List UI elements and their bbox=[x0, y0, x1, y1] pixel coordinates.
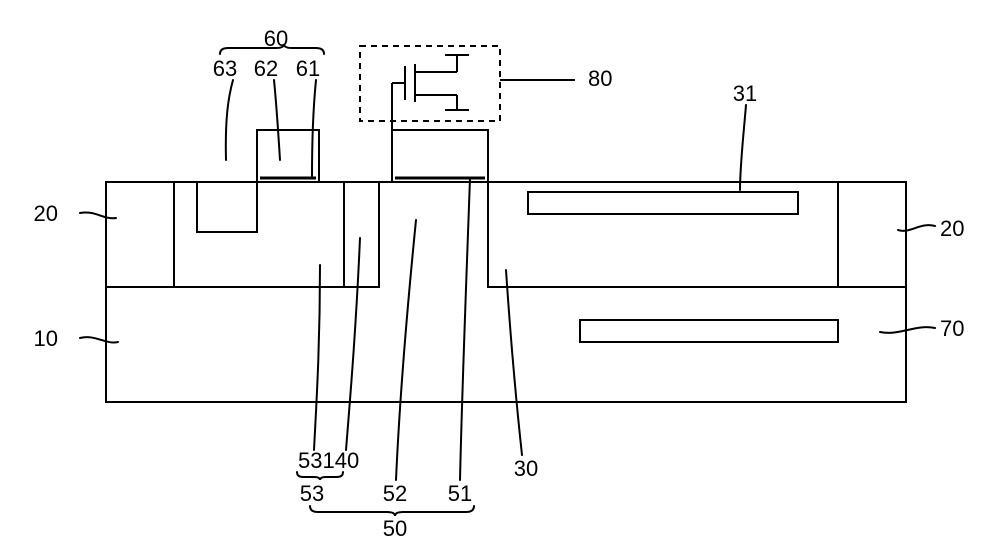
gate-62 bbox=[257, 130, 319, 182]
semiconductor-cross-section-diagram: 60 63 62 61 80 31 20 20 10 70 53140 53 52 51 50 30 bbox=[0, 0, 1000, 551]
leader-61 bbox=[312, 80, 316, 176]
gate-52 bbox=[392, 130, 488, 182]
leader-31 bbox=[740, 105, 746, 190]
leader-51 bbox=[460, 178, 470, 480]
label-62: 62 bbox=[254, 56, 278, 81]
isolation-20-right bbox=[838, 182, 906, 287]
region-140 bbox=[344, 182, 379, 287]
layer-31 bbox=[528, 192, 798, 214]
label-10: 10 bbox=[34, 326, 58, 351]
label-30: 30 bbox=[514, 456, 538, 481]
label-63: 63 bbox=[213, 56, 237, 81]
label-50: 50 bbox=[383, 516, 407, 541]
brace-53 bbox=[297, 472, 343, 480]
region-63 bbox=[197, 182, 257, 232]
leader-62 bbox=[274, 80, 280, 160]
leader-70 bbox=[880, 327, 935, 333]
brace-50 bbox=[310, 506, 474, 516]
leader-20-right bbox=[898, 225, 935, 231]
label-20-right: 20 bbox=[940, 216, 964, 241]
label-53140: 53140 bbox=[298, 448, 359, 473]
leader-20-left bbox=[80, 212, 116, 218]
leader-30 bbox=[506, 270, 522, 455]
label-51: 51 bbox=[448, 481, 472, 506]
label-60: 60 bbox=[264, 26, 288, 51]
leader-10 bbox=[80, 337, 118, 342]
label-20-left: 20 bbox=[34, 201, 58, 226]
leader-140 bbox=[346, 238, 360, 450]
isolation-20-left bbox=[106, 182, 174, 287]
leader-531 bbox=[314, 265, 320, 450]
well-30 bbox=[488, 182, 838, 287]
label-31: 31 bbox=[733, 81, 757, 106]
label-70: 70 bbox=[940, 316, 964, 341]
well-left bbox=[174, 182, 344, 287]
dashed-box-80 bbox=[360, 46, 500, 121]
buried-layer-70 bbox=[580, 320, 838, 342]
label-52: 52 bbox=[383, 481, 407, 506]
label-80: 80 bbox=[588, 66, 612, 91]
leader-63 bbox=[226, 80, 233, 160]
label-53: 53 bbox=[300, 481, 324, 506]
label-61: 61 bbox=[296, 56, 320, 81]
leader-52 bbox=[396, 220, 416, 480]
